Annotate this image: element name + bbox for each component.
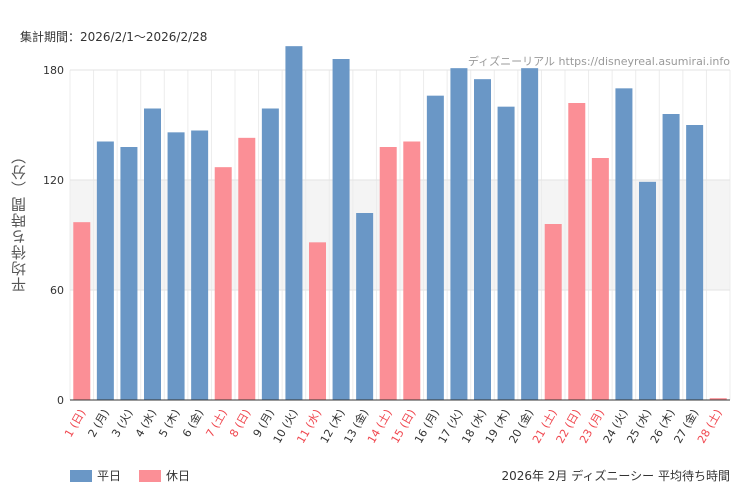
bar-day-27 [686,125,704,400]
y-tick-label: 60 [50,284,64,297]
legend-label-weekday: 平日 [97,469,122,483]
bar-day-28 [709,398,727,400]
bar-day-26 [662,114,680,400]
bar-day-19 [497,106,515,401]
y-tick-label: 180 [43,64,64,77]
x-tick-label: 8 (日) [227,407,253,440]
y-tick-label: 0 [57,394,64,407]
legend-label-holiday: 休日 [166,469,191,483]
bar-day-11 [309,242,326,400]
site-watermark: ディズニーリアル https://disneyreal.asumirai.inf… [467,55,730,68]
x-tick-label: 7 (土) [204,407,230,440]
x-tick-label: 5 (木) [156,407,182,440]
bar-day-15 [403,141,421,400]
bar-day-22 [568,103,586,400]
bar-day-16 [426,95,444,401]
legend-item-weekday[interactable]: 平日 [70,467,121,484]
bar-day-6 [191,130,209,400]
bar-day-9 [261,108,279,400]
chart-caption: 2026年 2月 ディズニーシー 平均待ち時間 [501,469,730,483]
x-tick-label: 1 (日) [62,407,88,440]
bar-day-14 [379,147,397,400]
bar-day-1 [73,222,91,400]
x-tick-label: 2 (月) [86,407,112,440]
bar-day-18 [474,79,491,401]
x-tick-label: 3 (火) [109,407,135,440]
bar-day-12 [332,59,350,400]
chart-legend: 平日 休日 [70,467,208,484]
bar-day-24 [615,88,633,400]
x-tick-label: 6 (金) [179,407,206,440]
legend-swatch-weekday [70,469,92,482]
bar-day-20 [521,68,539,401]
bar-day-3 [120,147,138,400]
bar-day-25 [639,181,656,400]
bar-day-7 [214,167,232,400]
bar-day-5 [167,132,185,401]
bar-day-21 [544,224,562,400]
bar-day-23 [591,158,609,400]
collection-period: 集計期間：2026/2/1〜2026/2/28 [20,30,208,44]
bar-day-4 [144,108,161,400]
y-tick-label: 120 [43,174,64,187]
bar-day-10 [285,46,303,401]
bar-day-17 [450,68,468,401]
bar-day-8 [238,137,256,401]
legend-swatch-holiday [139,469,162,482]
bar-day-13 [356,213,374,400]
legend-item-holiday[interactable]: 休日 [139,467,190,484]
bar-day-2 [96,141,114,400]
x-tick-label: 4 (水) [133,407,159,440]
